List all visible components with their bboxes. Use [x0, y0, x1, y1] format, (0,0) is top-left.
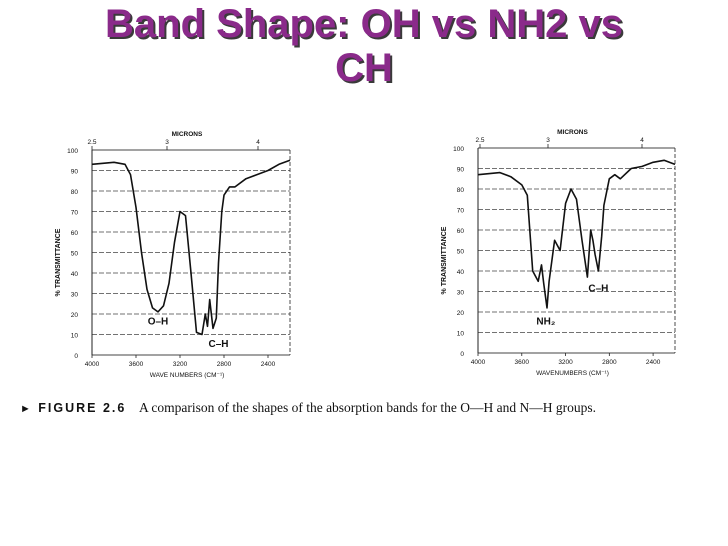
y-axis-label: % TRANSMITTANCE: [441, 226, 448, 294]
y-tick-label: 100: [67, 148, 78, 155]
slide-title-line-1: Band Shape: OH vs NH2 vs: [105, 2, 623, 46]
y-tick-label: 30: [457, 290, 465, 297]
y-tick-label: 60: [71, 230, 79, 237]
y-axis-label: % TRANSMITTANCE: [55, 228, 62, 296]
top-axis-label: MICRONS: [172, 131, 203, 138]
x-tick-label: 2400: [261, 361, 276, 368]
band-annotation: O–H: [148, 316, 169, 327]
y-tick-label: 100: [453, 146, 464, 153]
micron-tick-label: 2.5: [87, 139, 96, 146]
x-tick-label: 3200: [173, 361, 188, 368]
band-annotation: NH₂: [536, 316, 555, 327]
x-tick-label: 4000: [471, 359, 486, 366]
y-tick-label: 80: [457, 187, 465, 194]
y-tick-label: 40: [457, 269, 465, 276]
band-annotation: C–H: [208, 339, 228, 350]
y-tick-label: 20: [71, 312, 79, 319]
y-tick-label: 30: [71, 292, 79, 299]
y-tick-label: 20: [457, 310, 465, 317]
y-tick-label: 90: [457, 167, 465, 174]
caption-arrow-icon: ►: [20, 403, 31, 415]
x-tick-label: 2800: [602, 359, 617, 366]
y-tick-label: 70: [457, 208, 465, 215]
figure-label: FIGURE 2.6: [38, 401, 127, 415]
micron-tick-label: 3: [546, 137, 550, 144]
top-axis-label: MICRONS: [557, 129, 588, 136]
slide-title-line-2: CH: [335, 46, 393, 90]
y-tick-label: 50: [71, 251, 79, 258]
y-tick-label: 70: [71, 210, 79, 217]
micron-tick-label: 4: [640, 137, 644, 144]
x-tick-label: 3600: [515, 359, 530, 366]
y-tick-label: 10: [71, 333, 79, 340]
micron-tick-label: 2.5: [475, 137, 484, 144]
y-tick-label: 0: [74, 353, 78, 360]
x-axis-label: WAVE NUMBERS (CM⁻¹): [150, 372, 225, 379]
slide-title: Band Shape: OH vs NH2 vs CH: [0, 2, 728, 90]
x-tick-label: 2400: [646, 359, 661, 366]
figure-caption: ► FIGURE 2.6 A comparison of the shapes …: [20, 400, 710, 416]
micron-tick-label: 4: [256, 139, 260, 146]
x-tick-label: 2800: [217, 361, 232, 368]
x-tick-label: 3200: [558, 359, 573, 366]
spectrum-line: [91, 159, 291, 336]
spectrum-line: [477, 159, 676, 309]
x-tick-label: 3600: [129, 361, 144, 368]
micron-tick-label: 3: [165, 139, 169, 146]
y-tick-label: 60: [457, 228, 465, 235]
y-tick-label: 80: [71, 189, 79, 196]
y-tick-label: 50: [457, 249, 465, 256]
y-tick-label: 0: [460, 351, 464, 358]
caption-text: A comparison of the shapes of the absorp…: [138, 400, 597, 415]
y-tick-label: 90: [71, 169, 79, 176]
y-tick-label: 10: [457, 331, 465, 338]
band-annotation: C–H: [588, 284, 608, 295]
y-tick-label: 40: [71, 271, 79, 278]
x-axis-label: WAVENUMBERS (CM⁻¹): [536, 370, 609, 377]
x-tick-label: 4000: [85, 361, 100, 368]
